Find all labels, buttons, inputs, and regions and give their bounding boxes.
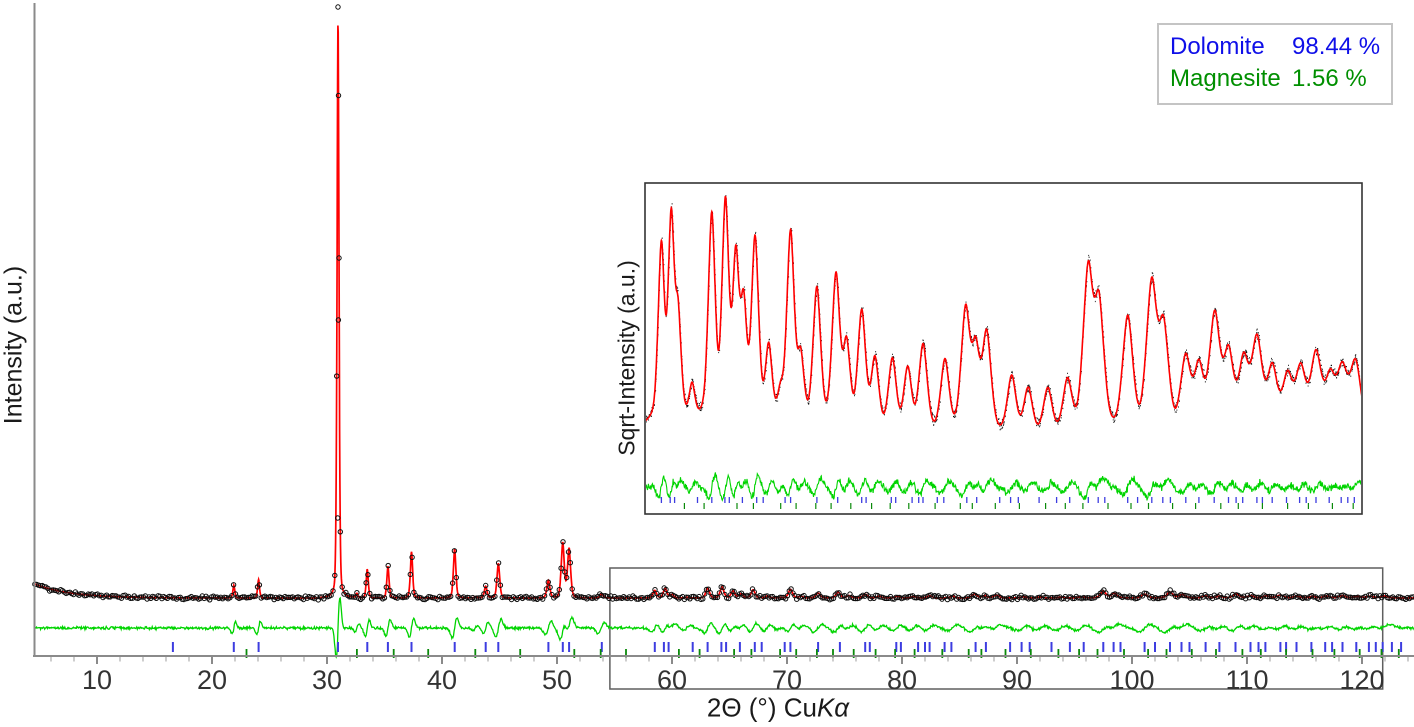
- x-tick-label: 70: [772, 665, 802, 695]
- x-tick-label: 20: [197, 665, 227, 695]
- x-tick-label: 80: [887, 665, 917, 695]
- dolomite-phase-label: Dolomite: [1170, 33, 1265, 60]
- x-axis-label: 2Θ (°) CuKα: [707, 693, 849, 724]
- x-axis-label-text: 2Θ (°) Cu: [706, 692, 817, 723]
- x-tick-label: 10: [82, 665, 112, 695]
- inset-pattern: [646, 194, 1361, 509]
- x-tick-label: 120: [1339, 665, 1384, 695]
- zoom-region-box: [609, 567, 1384, 690]
- magnesite-reflection-ticks: [245, 649, 1400, 658]
- y-axis-label: Intensity (a.u.): [0, 265, 28, 425]
- magnesite-phase-label: Magnesite: [1170, 65, 1281, 92]
- x-tick-label: 90: [1002, 665, 1032, 695]
- inset-y-axis-label: Sqrt-Intensity (a.u.): [613, 260, 640, 456]
- difference-curve: [34, 596, 1414, 659]
- inset-calculated-curve: [646, 195, 1361, 426]
- legend-row-dolomite: Dolomite 98.44 %: [1170, 31, 1381, 63]
- main-pattern: [32, 4, 1414, 659]
- x-axis-major-ticks: [96, 657, 1363, 664]
- x-tick-label: 100: [1109, 665, 1154, 695]
- dolomite-reflection-ticks: [171, 642, 1403, 652]
- inset-magnesite-reflection-ticks: [683, 503, 1354, 509]
- x-tick-label: 110: [1225, 665, 1268, 695]
- x-axis-minor-ticks: [50, 657, 1409, 662]
- x-tick-label: 40: [427, 665, 457, 695]
- inset-dolomite-reflection-ticks: [660, 497, 1355, 503]
- x-tick-label: 30: [312, 665, 342, 695]
- x-tick-label: 50: [542, 665, 572, 695]
- magnesite-phase-value: 1.56 %: [1292, 65, 1367, 92]
- legend-row-magnesite: Magnesite 1.56 %: [1170, 63, 1381, 95]
- observed-points: [32, 4, 1414, 603]
- x-tick-label: 60: [657, 665, 687, 695]
- inset-frame: [644, 182, 1363, 515]
- axes: 10 20 30 40 50 60 70 80 90 100 110 120: [33, 3, 1414, 695]
- inset-difference-curve: [646, 472, 1361, 502]
- x-axis-label-italic: Kα: [816, 692, 850, 723]
- dolomite-phase-value: 98.44 %: [1292, 33, 1381, 60]
- phase-fraction-legend: Dolomite 98.44 % Magnesite 1.56 %: [1157, 23, 1393, 105]
